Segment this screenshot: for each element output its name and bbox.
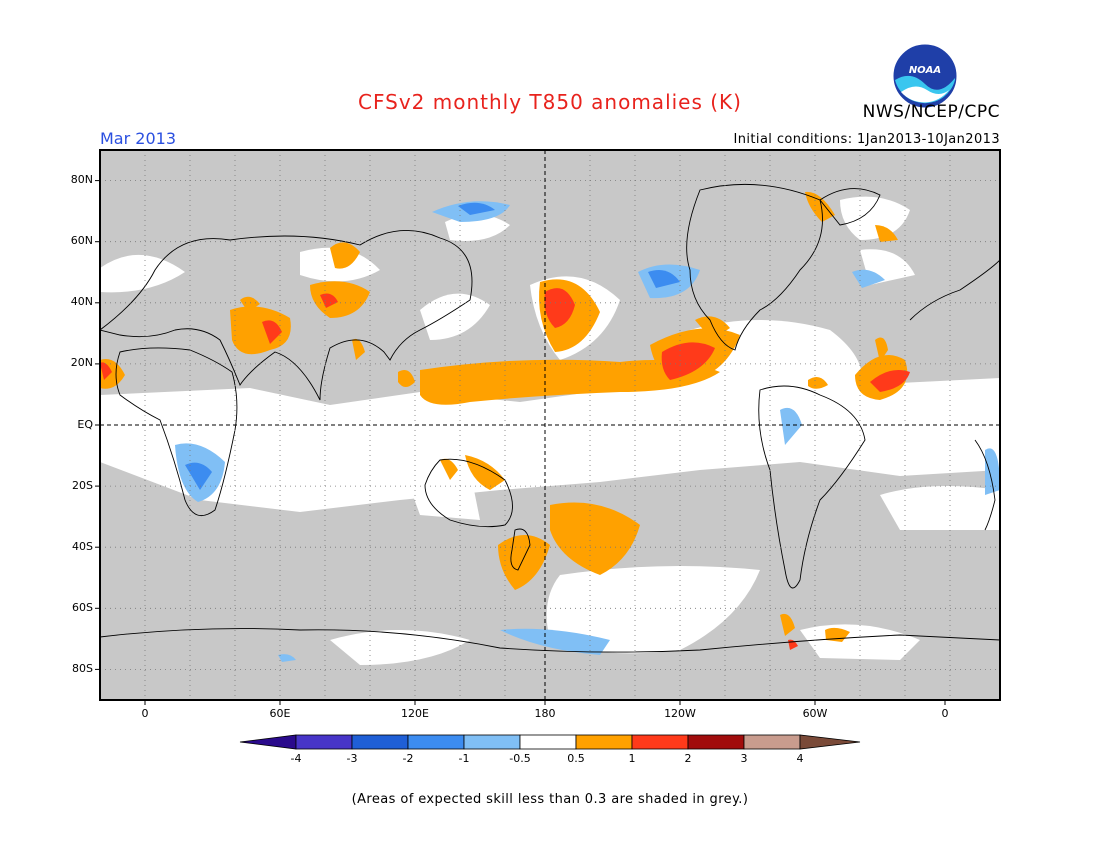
- colorbar-bin-9: [743, 734, 801, 750]
- noaa-logo-icon: NOAA: [893, 44, 957, 108]
- colorbar-bin-2: [351, 734, 409, 750]
- lon-label-60e: 60E: [269, 707, 291, 720]
- agency-label: NWS/NCEP/CPC: [862, 102, 1000, 122]
- colorbar-bin-6: [575, 734, 633, 750]
- colorbar-label-2: 2: [684, 752, 692, 765]
- colorbar-label-neg4: -4: [290, 752, 302, 765]
- lat-label-80s: 80S: [72, 662, 93, 675]
- colorbar: [239, 734, 861, 750]
- colorbar-label-05: 0.5: [567, 752, 585, 765]
- lon-label-0-east: 0: [941, 707, 949, 720]
- lat-label-20n: 20N: [70, 356, 93, 369]
- lat-label-20s: 20S: [72, 479, 93, 492]
- lon-label-0-west: 0: [141, 707, 149, 720]
- lon-label-180: 180: [534, 707, 556, 720]
- colorbar-cap-low: [239, 734, 297, 750]
- colorbar-label-4: 4: [796, 752, 804, 765]
- lat-label-eq: EQ: [77, 418, 93, 431]
- lat-label-40s: 40S: [72, 540, 93, 553]
- colorbar-label-1: 1: [628, 752, 636, 765]
- skill-footnote: (Areas of expected skill less than 0.3 a…: [351, 792, 749, 807]
- forecast-month: Mar 2013: [100, 129, 176, 148]
- lon-label-60w: 60W: [802, 707, 828, 720]
- initial-conditions: Initial conditions: 1Jan2013-10Jan2013: [733, 132, 1000, 147]
- colorbar-bin-1: [295, 734, 353, 750]
- colorbar-label-neg3: -3: [346, 752, 358, 765]
- colorbar-label-neg1: -1: [458, 752, 470, 765]
- lat-label-60n: 60N: [70, 234, 93, 247]
- colorbar-bin-7: [631, 734, 689, 750]
- lon-label-120e: 120E: [401, 707, 429, 720]
- colorbar-bin-4: [463, 734, 521, 750]
- colorbar-label-neg05: -0.5: [509, 752, 531, 765]
- colorbar-bin-3: [407, 734, 465, 750]
- coastlines: [100, 183, 1000, 653]
- colorbar-label-3: 3: [740, 752, 748, 765]
- colorbar-label-neg2: -2: [402, 752, 414, 765]
- logo-text: NOAA: [909, 65, 941, 76]
- colorbar-cap-high: [799, 734, 861, 750]
- colorbar-bin-5: [519, 734, 577, 750]
- axis-ticks: [95, 180, 946, 705]
- lon-label-120w: 120W: [664, 707, 696, 720]
- lat-label-60s: 60S: [72, 601, 93, 614]
- colorbar-bin-8: [687, 734, 745, 750]
- lat-label-80n: 80N: [70, 173, 93, 186]
- lat-label-40n: 40N: [70, 295, 93, 308]
- chart-title: CFSv2 monthly T850 anomalies (K): [358, 90, 742, 114]
